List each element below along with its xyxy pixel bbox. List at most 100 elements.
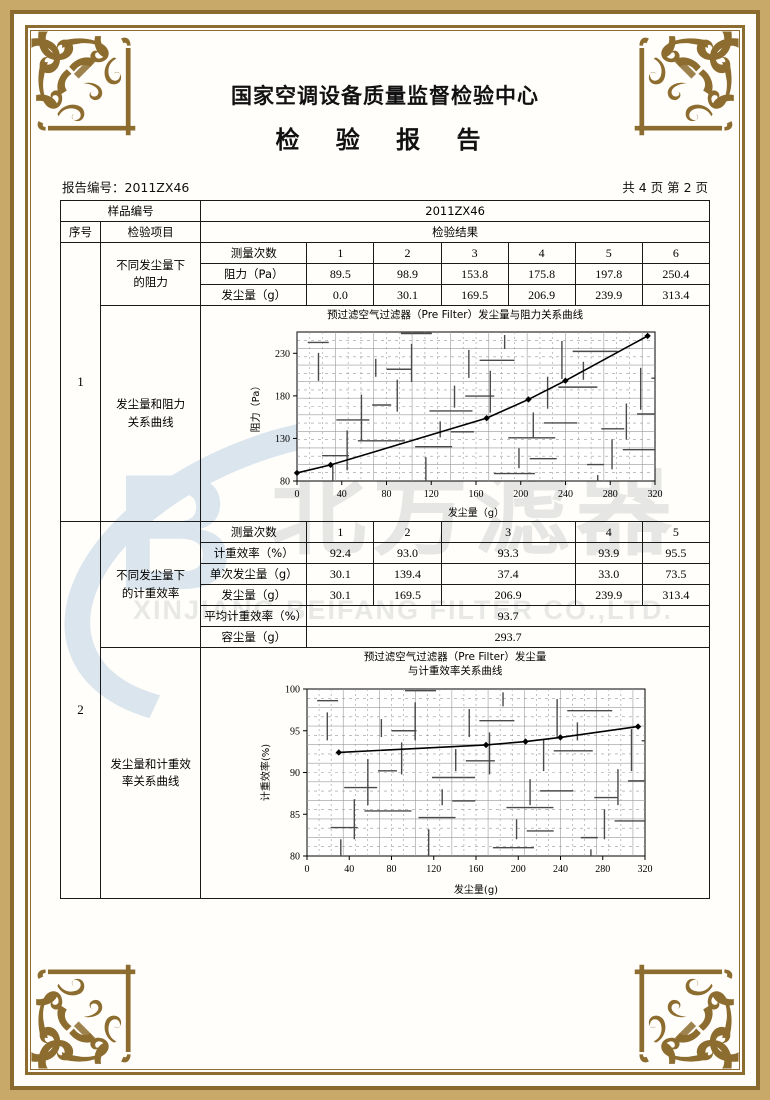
s1-count-0: 1 — [306, 242, 375, 264]
chart-2-title-line1: 预过滤空气过滤器（Pre Filter）发尘量 — [363, 651, 547, 664]
table-row-s2-efficiency: 计重效率（%） 92.4 93.0 93.3 93.9 95.5 — [61, 542, 711, 565]
s1-count-2: 3 — [440, 242, 509, 264]
sample-label: 样品编号 — [59, 200, 202, 222]
section1-item-line1: 发尘量和阻力 — [116, 397, 186, 412]
s1-count-3: 4 — [507, 242, 576, 264]
s2-sd-2: 37.4 — [440, 563, 576, 586]
svg-text:200: 200 — [513, 489, 528, 500]
s2-eff-3: 93.9 — [574, 542, 643, 565]
s1-dust-1: 30.1 — [373, 284, 442, 306]
svg-text:阻力（Pa）: 阻力（Pa） — [249, 381, 262, 433]
table-row-s2-counts: 2 不同发尘量下 的计重效率 测量次数 1 2 3 4 5 — [59, 521, 711, 899]
s1-res-3: 175.8 — [507, 263, 576, 285]
s2-count-4: 5 — [641, 521, 711, 544]
s2-row-label-3: 发尘量（g） — [200, 584, 308, 607]
svg-text:0: 0 — [305, 864, 310, 875]
s1-dust-4: 239.9 — [574, 284, 643, 306]
s1-dust-0: 0.0 — [306, 284, 375, 306]
svg-text:240: 240 — [553, 864, 568, 875]
ornament-bottom-left — [22, 960, 140, 1078]
s2-row-label-0: 测量次数 — [200, 521, 308, 544]
svg-text:0: 0 — [295, 489, 300, 500]
s2-row-label-1: 计重效率（%） — [200, 542, 308, 565]
s2-avg-label: 平均计重效率（%） — [200, 605, 308, 628]
svg-text:120: 120 — [424, 489, 439, 500]
svg-text:160: 160 — [469, 864, 484, 875]
svg-text:80: 80 — [290, 851, 300, 862]
s1-count-1: 2 — [373, 242, 442, 264]
svg-text:280: 280 — [603, 489, 618, 500]
ornament-top-left — [22, 22, 140, 140]
chart-2-cell: 预过滤空气过滤器（Pre Filter）发尘量 与计重效率关系曲线 80 85 90… — [200, 647, 710, 899]
s2-eff-4: 95.5 — [641, 542, 711, 565]
section1-subitem-line1: 不同发尘量下 — [116, 257, 186, 272]
svg-text:120: 120 — [426, 864, 441, 875]
s2-capacity-label: 容尘量（g） — [200, 626, 308, 649]
svg-text:100: 100 — [285, 684, 300, 695]
s2-cd-1: 169.5 — [373, 584, 442, 607]
s2-row-label-2: 单次发尘量（g） — [200, 563, 308, 586]
svg-text:40: 40 — [337, 489, 347, 500]
table-row-s1-chart: 发尘量和阻力 关系曲线 预过滤空气过滤器（Pre Filter）发尘量与阻力关系… — [61, 304, 710, 523]
section1-seq: 1 — [59, 241, 102, 523]
ornament-bottom-right — [630, 960, 748, 1078]
svg-text:320: 320 — [648, 489, 663, 500]
s1-count-5: 6 — [641, 242, 711, 264]
s2-sd-0: 30.1 — [306, 563, 375, 586]
svg-text:80: 80 — [387, 864, 397, 875]
report-content: 国家空调设备质量监督检验中心 检 验 报 告 报告编号：2011ZX46 共 4… — [59, 80, 711, 899]
s1-count-4: 5 — [574, 242, 643, 264]
s2-count-1: 2 — [373, 521, 442, 544]
table-row-sample: 样品编号 2011ZX46 — [59, 200, 710, 222]
s2-cd-0: 30.1 — [306, 584, 375, 607]
section2-subitem: 不同发尘量下 的计重效率 — [100, 521, 202, 649]
s2-count-0: 1 — [306, 521, 375, 544]
section2-item: 发尘量和计重效 率关系曲线 — [100, 647, 202, 899]
chart-1-title: 预过滤空气过滤器（Pre Filter）发尘量与阻力关系曲线 — [327, 309, 584, 321]
sample-value: 2011ZX46 — [200, 200, 710, 222]
svg-text:90: 90 — [290, 768, 300, 779]
inner-border-thin — [30, 30, 740, 1070]
chart-1-plot: 80 130 180 230 0 40 80 120 160 200 240 280 320 发尘量（g）… — [249, 331, 663, 519]
s2-cd-4: 313.4 — [641, 584, 711, 607]
svg-text:80: 80 — [382, 489, 392, 500]
col-header-result: 检验结果 — [200, 221, 710, 243]
s1-res-1: 98.9 — [373, 263, 442, 285]
svg-text:发尘量(g): 发尘量(g) — [454, 883, 498, 896]
table-row-s2-chart: 发尘量和计重效 率关系曲线 预过滤空气过滤器（Pre Filter）发尘量 与计… — [61, 647, 710, 899]
s1-res-0: 89.5 — [306, 263, 375, 285]
s2-count-3: 4 — [574, 521, 643, 544]
table-row-s1-dust: 发尘量（g） 0.0 30.1 169.5 206.9 239.9 313.4 — [61, 284, 711, 306]
s1-dust-5: 313.4 — [641, 284, 711, 306]
s1-res-5: 250.4 — [641, 263, 711, 285]
chart-2-title: 预过滤空气过滤器（Pre Filter）发尘量 与计重效率关系曲线 — [204, 650, 706, 678]
section1-subitem: 不同发尘量下 的阻力 — [100, 242, 202, 306]
s1-res-4: 197.8 — [574, 263, 643, 285]
s1-dust-3: 206.9 — [507, 284, 576, 306]
s1-row-label-0: 测量次数 — [200, 242, 308, 264]
section1-subitem-line2: 的阻力 — [133, 275, 168, 289]
section2-seq: 2 — [59, 521, 102, 899]
table-row-s1-resistance: 阻力（Pa） 89.5 98.9 153.8 175.8 197.8 250.4 — [61, 263, 711, 285]
svg-text:95: 95 — [290, 726, 300, 737]
s1-res-2: 153.8 — [440, 263, 509, 285]
svg-text:130: 130 — [275, 434, 290, 445]
section2-subitem-line1: 不同发尘量下 — [116, 568, 186, 583]
report-number: 报告编号：2011ZX46 — [62, 180, 190, 195]
svg-text:200: 200 — [511, 864, 526, 875]
section2-item-line1: 发尘量和计重效 — [110, 756, 191, 771]
section2-item-line2: 率关系曲线 — [121, 773, 180, 788]
table-row-s2-single-dust: 单次发尘量（g） 30.1 139.4 37.4 33.0 73.5 — [61, 563, 711, 586]
report-meta: 报告编号：2011ZX46 共 4 页 第 2 页 — [60, 177, 710, 196]
s1-dust-2: 169.5 — [440, 284, 509, 306]
svg-text:280: 280 — [595, 864, 610, 875]
table-row-s2-avg: 平均计重效率（%） 93.7 — [61, 605, 710, 628]
s2-capacity-value: 293.7 — [306, 626, 710, 649]
s2-eff-0: 92.4 — [306, 542, 375, 565]
document-title: 检 验 报 告 — [275, 126, 495, 154]
s2-sd-3: 33.0 — [574, 563, 643, 586]
chart-1-cell: 预过滤空气过滤器（Pre Filter）发尘量与阻力关系曲线 80 130 180 2… — [200, 304, 710, 523]
svg-text:320: 320 — [638, 864, 653, 875]
inner-border — [25, 25, 745, 1075]
